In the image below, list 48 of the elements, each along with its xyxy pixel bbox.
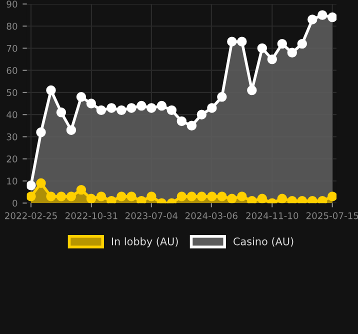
y-tick-label: 20 bbox=[6, 156, 18, 162]
point bbox=[287, 48, 298, 58]
x-tick-label: 2024-11-10 bbox=[246, 212, 298, 220]
x-tick-label: 2022-10-31 bbox=[66, 212, 118, 220]
point bbox=[166, 105, 177, 116]
y-tick-label: 50 bbox=[6, 89, 18, 96]
point bbox=[267, 54, 278, 64]
y-tick-label: 80 bbox=[6, 22, 18, 30]
point bbox=[46, 85, 56, 96]
point bbox=[176, 116, 187, 126]
legend-label: In lobby (AU) bbox=[112, 237, 178, 248]
point bbox=[328, 12, 337, 22]
point bbox=[308, 14, 318, 24]
y-tick-label: 10 bbox=[7, 178, 18, 185]
point bbox=[86, 98, 96, 108]
point bbox=[297, 38, 307, 49]
y-tick-label: 70 bbox=[6, 44, 18, 52]
point bbox=[277, 38, 288, 49]
x-tick-label: 2024-03-06 bbox=[185, 212, 238, 220]
point bbox=[36, 127, 46, 138]
point bbox=[116, 105, 126, 116]
y-tick-label: 0 bbox=[12, 200, 18, 207]
point bbox=[257, 43, 268, 54]
point bbox=[96, 105, 106, 116]
point bbox=[196, 110, 207, 120]
point bbox=[56, 108, 66, 118]
point bbox=[237, 36, 247, 46]
y-tick-label: 30 bbox=[6, 133, 18, 140]
point bbox=[207, 103, 217, 113]
point bbox=[146, 103, 156, 113]
x-tick-label: 2025-07-15 bbox=[306, 212, 358, 220]
point bbox=[106, 103, 116, 113]
y-tick-label: 90 bbox=[6, 0, 18, 8]
point bbox=[126, 103, 136, 113]
y-tick-label: 40 bbox=[6, 111, 18, 118]
point bbox=[66, 125, 76, 135]
x-tick-label: 2023-07-04 bbox=[125, 212, 178, 220]
point bbox=[156, 100, 167, 111]
x-tick-label: 2022-02-25 bbox=[5, 212, 57, 220]
legend-label: Casino (AU) bbox=[234, 237, 294, 247]
point bbox=[318, 10, 328, 20]
point bbox=[247, 85, 257, 96]
point bbox=[217, 92, 227, 102]
y-tick-label: 60 bbox=[6, 67, 18, 74]
point bbox=[76, 92, 86, 102]
point bbox=[227, 36, 237, 46]
point bbox=[136, 100, 146, 111]
point bbox=[186, 120, 197, 131]
